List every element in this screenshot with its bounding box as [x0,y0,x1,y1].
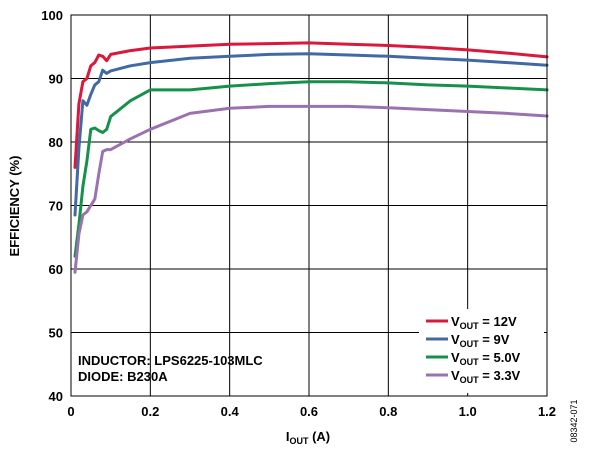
x-tick-label: 0.8 [379,404,397,419]
x-tick-label: 1.0 [459,404,477,419]
svg-text:VOUT = 9V: VOUT = 9V [451,332,510,349]
x-axis-title: IOUT (A) [286,429,330,446]
series-line-12v [73,41,549,169]
y-axis-title: EFFICIENCY (%) [7,156,22,257]
x-tick-label: 0.2 [141,404,159,419]
series-5v [73,80,549,258]
svg-text:VOUT = 12V: VOUT = 12V [451,314,517,331]
annotation-diode: DIODE: B230A [78,369,168,384]
svg-text:VOUT = 5.0V: VOUT = 5.0V [451,350,521,367]
legend-item-12v: VOUT = 12V [426,314,517,331]
series-line-5v [73,80,549,258]
plot-frame [70,14,548,397]
x-axis-title-subscript: OUT [289,436,309,446]
x-tick-label: 0.4 [221,404,240,419]
svg-text:VOUT = 3.3V: VOUT = 3.3V [451,368,521,385]
series-layer [73,41,549,274]
series-3v3 [73,104,549,274]
x-tick-label: 0 [67,404,74,419]
y-tick-label: 80 [49,135,63,150]
y-tick-label: 90 [49,72,63,87]
legend: VOUT = 12V VOUT = 9V VOUT = 5.0V VOUT = … [419,309,544,393]
legend-item-3v3: VOUT = 3.3V [426,368,521,385]
annotation-inductor: INDUCTOR: LPS6225-103MLC [78,353,263,368]
y-tick-label: 60 [49,262,63,277]
y-tick-label: 70 [49,199,63,214]
series-line-9v [73,52,549,217]
series-9v [73,52,549,217]
figure-number: 08342-071 [569,399,579,442]
grid [71,15,547,396]
legend-item-9v: VOUT = 9V [426,332,510,349]
x-tick-label: 0.6 [300,404,318,419]
y-tick-label: 40 [49,389,63,404]
tick-labels: 0 0.2 0.4 0.6 0.8 1.0 1.2 40 50 60 70 80 90 100 [41,8,556,419]
legend-item-5v: VOUT = 5.0V [426,350,521,367]
y-tick-label: 50 [49,326,63,341]
annotation-box: INDUCTOR: LPS6225-103MLC DIODE: B230A [78,353,263,384]
y-tick-label: 100 [41,8,63,23]
series-12v [73,41,549,169]
x-tick-label: 1.2 [538,404,556,419]
series-line-3v3 [73,104,549,274]
